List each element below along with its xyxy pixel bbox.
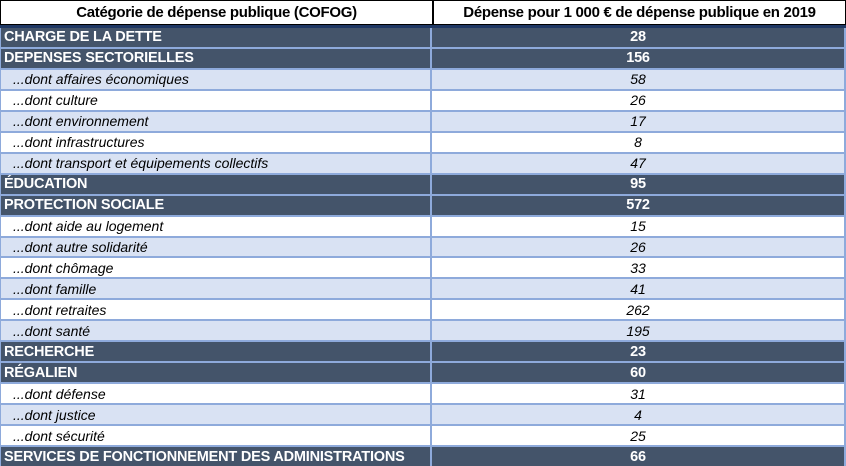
category-cell: PROTECTION SOCIALE xyxy=(1,195,432,215)
category-cell: RÉGALIEN xyxy=(1,363,432,383)
value-cell: 156 xyxy=(626,50,650,67)
value-cell: 28 xyxy=(630,29,646,46)
value-cell: 8 xyxy=(634,134,642,151)
value-cell: 262 xyxy=(626,301,650,318)
table-row: DEPENSES SECTORIELLES 156 xyxy=(1,46,844,68)
value-cell: 47 xyxy=(630,155,646,172)
value-cell: 17 xyxy=(630,113,646,130)
category-cell: ...dont justice xyxy=(1,405,432,425)
value-cell: 60 xyxy=(630,364,646,381)
category-cell: ...dont environnement xyxy=(1,111,432,131)
category-cell: ...dont famille xyxy=(1,279,432,299)
table-row: ...dont santé 195 xyxy=(1,319,844,341)
category-cell: ...dont santé xyxy=(1,321,432,341)
value-cell: 95 xyxy=(630,176,646,193)
table-row: PROTECTION SOCIALE 572 xyxy=(1,193,844,215)
value-cell: 4 xyxy=(634,406,642,423)
value-cell: 41 xyxy=(630,280,646,297)
table-row: RECHERCHE 23 xyxy=(1,340,844,362)
table-row: ...dont chômage 33 xyxy=(1,256,844,278)
table-row: ...dont infrastructures 8 xyxy=(1,130,844,152)
category-cell: ...dont affaires économiques xyxy=(1,69,432,89)
category-cell: ...dont aide au logement xyxy=(1,216,432,236)
value-cell: 23 xyxy=(630,343,646,360)
table-row: ...dont famille 41 xyxy=(1,277,844,299)
category-cell: DEPENSES SECTORIELLES xyxy=(1,48,432,68)
table-row: ...dont transport et équipements collect… xyxy=(1,151,844,173)
table-row: ...dont aide au logement 15 xyxy=(1,214,844,236)
category-cell: ÉDUCATION xyxy=(1,174,432,194)
table-row: ÉDUCATION 95 xyxy=(1,172,844,194)
category-cell: SERVICES DE FONCTIONNEMENT DES ADMINISTR… xyxy=(1,447,432,466)
value-cell: 195 xyxy=(626,322,650,339)
table-row: ...dont justice 4 xyxy=(1,403,844,425)
category-cell: ...dont culture xyxy=(1,90,432,110)
table-row: ...dont retraites 262 xyxy=(1,298,844,320)
category-cell: ...dont défense xyxy=(1,384,432,404)
table-row: ...dont culture 26 xyxy=(1,88,844,110)
header-underline xyxy=(0,25,846,28)
value-cell: 58 xyxy=(630,71,646,88)
value-cell: 26 xyxy=(630,239,646,255)
value-cell: 66 xyxy=(630,448,646,465)
value-cell: 25 xyxy=(630,427,646,444)
table-row: ...dont autre solidarité 26 xyxy=(1,235,844,257)
category-cell: ...dont transport et équipements collect… xyxy=(1,153,432,173)
category-cell: ...dont retraites xyxy=(1,300,432,320)
category-cell: ...dont autre solidarité xyxy=(1,237,432,257)
table-row: ...dont environnement 17 xyxy=(1,109,844,131)
table-row: RÉGALIEN 60 xyxy=(1,361,844,383)
category-cell: ...dont sécurité xyxy=(1,426,432,446)
category-cell: ...dont infrastructures xyxy=(1,132,432,152)
table-row: CHARGE DE LA DETTE 28 xyxy=(1,28,844,47)
table-row: SERVICES DE FONCTIONNEMENT DES ADMINISTR… xyxy=(1,445,844,466)
column-header-value: Dépense pour 1 000 € de dépense publique… xyxy=(463,4,816,21)
table-row: ...dont sécurité 25 xyxy=(1,424,844,446)
value-cell: 33 xyxy=(630,259,646,276)
category-cell: CHARGE DE LA DETTE xyxy=(1,28,432,47)
category-cell: ...dont chômage xyxy=(1,258,432,278)
value-cell: 572 xyxy=(626,197,650,214)
table-header-row: Catégorie de dépense publique (COFOG) Dé… xyxy=(0,0,846,25)
value-cell: 31 xyxy=(630,385,646,402)
table-row: ...dont défense 31 xyxy=(1,382,844,404)
value-cell: 26 xyxy=(630,92,646,109)
table-body: CHARGE DE LA DETTE 28 DEPENSES SECTORIEL… xyxy=(0,28,846,466)
category-cell: RECHERCHE xyxy=(1,342,432,362)
table-row: ...dont affaires économiques 58 xyxy=(1,67,844,89)
column-header-category: Catégorie de dépense publique (COFOG) xyxy=(1,1,434,24)
value-cell: 15 xyxy=(630,218,646,235)
